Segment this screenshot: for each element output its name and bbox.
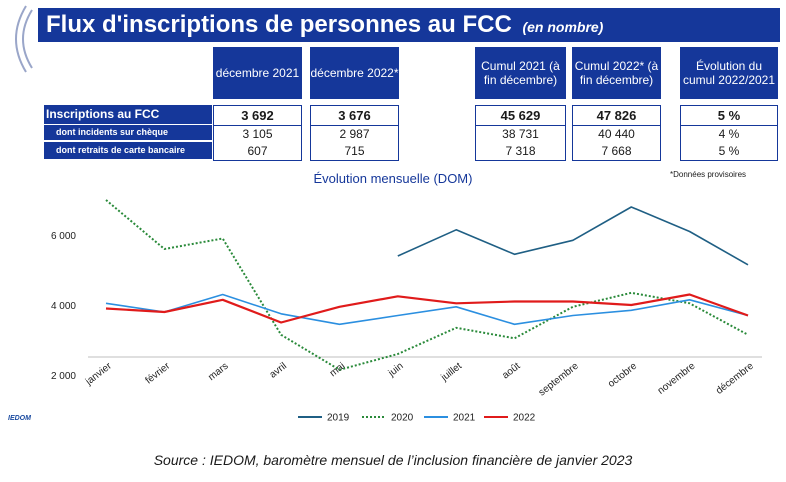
- iedom-logo: IEDOM: [8, 415, 31, 422]
- x-tick-label: mars: [206, 361, 230, 383]
- x-tick-label: février: [144, 360, 173, 386]
- series-line-2019: [397, 206, 749, 266]
- table-cell: 7 318: [505, 144, 536, 158]
- col-header-evolution: Évolution du cumul 2022/2021: [680, 47, 778, 99]
- col-header-cumul-2022: Cumul 2022* (à fin décembre): [572, 47, 661, 99]
- table-column: 3 692 3 105 607: [213, 105, 302, 161]
- page-title: Flux d'inscriptions de personnes au FCC: [46, 11, 512, 38]
- table-cell: 47 826: [573, 106, 660, 126]
- table-cell: 607: [247, 144, 268, 158]
- table-column: 5 % 4 % 5 %: [680, 105, 778, 161]
- y-tick-label: 6 000: [51, 231, 76, 242]
- table-cell: 5 %: [718, 144, 740, 158]
- row-label-carte: dont retraits de carte bancaire: [44, 142, 212, 159]
- series-line-2020: [105, 199, 749, 371]
- table-cell: 38 731: [502, 127, 539, 141]
- x-tick-label: novembre: [656, 360, 698, 396]
- source-text: Source : IEDOM, baromètre mensuel de l’i…: [153, 452, 633, 468]
- series-line-2021: [105, 293, 749, 326]
- x-tick-label: décembre: [714, 360, 756, 396]
- table-cell: 40 440: [598, 127, 635, 141]
- legend-label-2019: 2019: [327, 413, 350, 424]
- page-subtitle: (en nombre): [522, 19, 604, 35]
- table-column: 45 629 38 731 7 318: [475, 105, 566, 161]
- legend-label-2022: 2022: [513, 413, 536, 424]
- x-tick-label: octobre: [606, 360, 639, 389]
- table-cell: 3 676: [311, 106, 398, 126]
- table-cell: 2 987: [339, 127, 370, 141]
- y-tick-label: 2 000: [51, 371, 76, 382]
- table-cell: 4 %: [718, 127, 740, 141]
- table-cell: 45 629: [476, 106, 565, 126]
- row-label-cheque: dont incidents sur chèque: [44, 125, 212, 140]
- x-tick-label: juillet: [439, 361, 465, 384]
- chart-title: Évolution mensuelle (DOM): [313, 171, 473, 186]
- provisional-note: *Données provisoires: [670, 170, 747, 179]
- y-tick-label: 4 000: [51, 301, 76, 312]
- x-tick-label: janvier: [83, 360, 114, 388]
- table-cell: 3 105: [242, 127, 273, 141]
- x-tick-label: juin: [386, 361, 406, 380]
- x-tick-label: septembre: [537, 360, 581, 398]
- row-label-inscriptions: Inscriptions au FCC: [44, 105, 212, 124]
- table-column: 47 826 40 440 7 668: [572, 105, 661, 161]
- col-header-dec-2022: décembre 2022*: [310, 47, 399, 99]
- x-tick-label: août: [500, 361, 522, 382]
- table-cell: 7 668: [601, 144, 632, 158]
- legend-label-2021: 2021: [453, 413, 476, 424]
- page-title-banner: Flux d'inscriptions de personnes au FCC …: [38, 8, 780, 42]
- legend-label-2020: 2020: [391, 413, 414, 424]
- table-cell: 715: [344, 144, 365, 158]
- table-cell: 5 %: [681, 106, 777, 126]
- col-header-cumul-2021: Cumul 2021 (à fin décembre): [475, 47, 566, 99]
- x-tick-label: avril: [268, 361, 289, 381]
- decorative-arcs: [15, 5, 33, 73]
- col-header-dec-2021: décembre 2021: [213, 47, 302, 99]
- table-cell: 3 692: [214, 106, 301, 126]
- series-line-2022: [105, 293, 749, 324]
- table-column: 3 676 2 987 715: [310, 105, 399, 161]
